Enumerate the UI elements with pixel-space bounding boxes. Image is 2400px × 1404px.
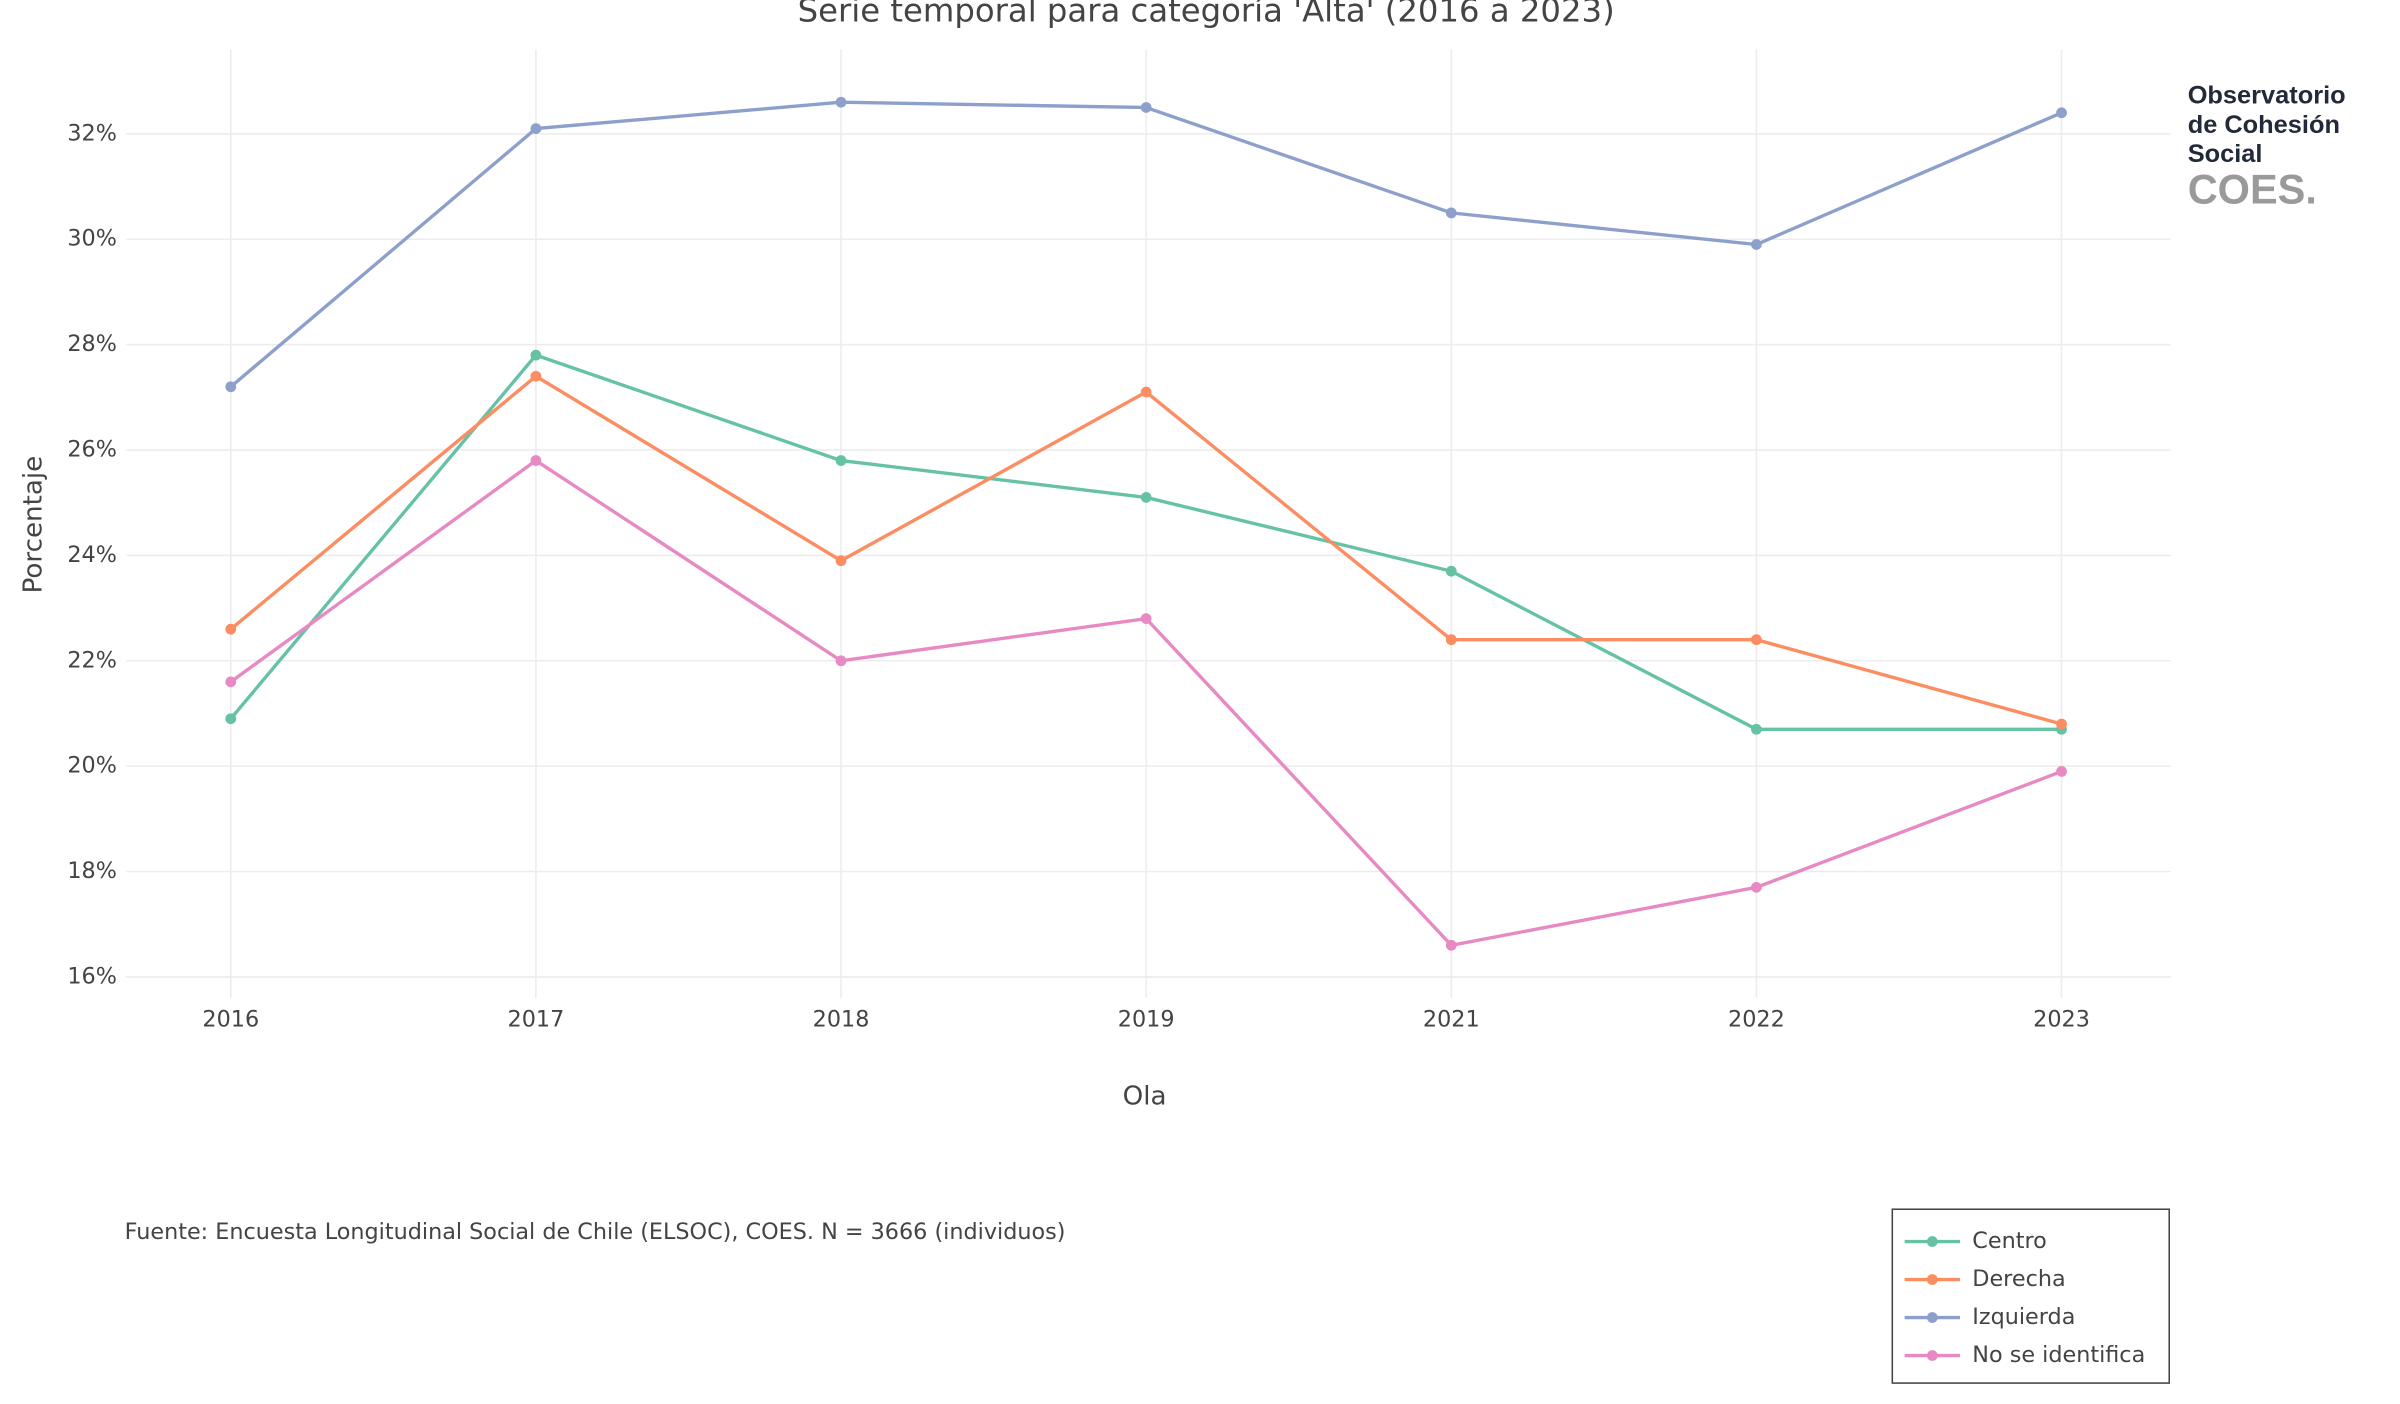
data-point xyxy=(835,455,847,466)
x-tick-label: 2022 xyxy=(1728,1006,1785,1032)
data-point xyxy=(2056,766,2067,777)
data-point xyxy=(835,655,847,667)
y-tick-label: 28% xyxy=(67,331,117,357)
data-point xyxy=(530,455,542,466)
legend-marker xyxy=(1926,1236,1938,1247)
legend-label: No se identifica xyxy=(1972,1342,2145,1368)
legend-marker xyxy=(1926,1274,1938,1285)
x-tick-label: 2021 xyxy=(1423,1006,1480,1032)
y-axis-label: Porcentaje xyxy=(18,456,48,594)
data-point xyxy=(1445,939,1457,951)
data-point xyxy=(1751,239,1762,250)
y-tick-label: 22% xyxy=(67,647,117,673)
x-tick-label: 2016 xyxy=(202,1006,259,1032)
data-point xyxy=(1140,492,1152,503)
y-tick-label: 16% xyxy=(67,963,117,989)
data-point xyxy=(835,555,847,567)
data-point xyxy=(225,623,237,635)
data-point xyxy=(1751,881,1762,893)
data-point xyxy=(225,381,237,393)
source-note: Fuente: Encuesta Longitudinal Social de … xyxy=(125,1219,1066,1245)
y-tick-label: 30% xyxy=(67,226,117,252)
data-point xyxy=(835,96,847,108)
x-tick-label: 2017 xyxy=(508,1006,565,1032)
data-point xyxy=(1140,386,1152,398)
legend-label: Derecha xyxy=(1972,1266,2065,1292)
legend-label: Izquierda xyxy=(1972,1304,2075,1330)
data-point xyxy=(2056,718,2067,730)
x-tick-label: 2019 xyxy=(1118,1006,1175,1032)
y-tick-label: 24% xyxy=(67,542,117,568)
y-tick-label: 26% xyxy=(67,436,117,462)
data-point xyxy=(1751,634,1762,646)
x-tick-label: 2018 xyxy=(813,1006,870,1032)
data-point xyxy=(1445,207,1457,219)
data-point xyxy=(1140,613,1152,624)
logo-line: Social xyxy=(2188,140,2263,168)
data-point xyxy=(225,676,237,688)
logo-mark: COES. xyxy=(2188,165,2317,212)
data-point xyxy=(1751,723,1762,735)
y-tick-label: 32% xyxy=(67,120,117,146)
legend-marker xyxy=(1926,1350,1938,1361)
y-tick-label: 18% xyxy=(67,858,117,884)
logo: Observatorio de Cohesión Social COES. xyxy=(2188,82,2346,213)
data-point xyxy=(1445,634,1457,646)
legend-label: Centro xyxy=(1972,1228,2046,1254)
data-point xyxy=(1140,102,1152,113)
y-tick-label: 20% xyxy=(67,753,117,779)
data-point xyxy=(2056,107,2067,119)
data-point xyxy=(1445,565,1457,577)
logo-line: de Cohesión xyxy=(2188,111,2340,139)
x-axis-label: Ola xyxy=(1123,1081,1167,1111)
chart-title: Serie temporal para categoría 'Alta' (20… xyxy=(798,0,1615,29)
data-point xyxy=(225,713,237,725)
data-point xyxy=(530,370,542,382)
logo-line: Observatorio xyxy=(2188,82,2346,110)
legend-marker xyxy=(1926,1312,1938,1323)
data-point xyxy=(530,123,542,134)
data-point xyxy=(530,349,542,361)
x-tick-label: 2023 xyxy=(2033,1006,2090,1032)
